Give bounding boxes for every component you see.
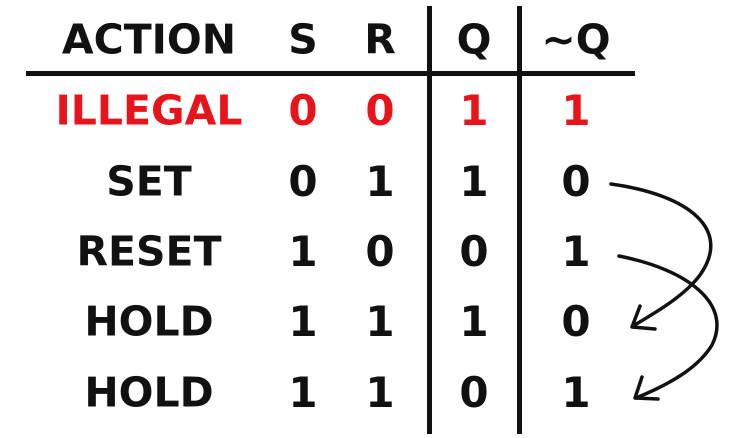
row-illegal-r: 0 xyxy=(365,86,395,135)
row-reset-q: 0 xyxy=(459,227,489,276)
row-reset-r: 0 xyxy=(365,227,395,276)
arrow-reset-to-hold xyxy=(617,254,719,400)
arrow-set-to-hold xyxy=(609,182,713,328)
row-set-q: 1 xyxy=(459,157,489,206)
arrowhead-set-to-hold xyxy=(630,304,657,331)
row-hold-2-r: 1 xyxy=(365,368,395,417)
row-set-action: SET xyxy=(106,157,192,206)
row-hold-1-r: 1 xyxy=(365,297,395,346)
row-set-r: 1 xyxy=(365,157,395,206)
header-s: S xyxy=(288,15,318,64)
row-set-not-q: 0 xyxy=(561,157,591,206)
row-hold-1-s: 1 xyxy=(288,297,318,346)
column-divider-right xyxy=(517,6,522,434)
row-hold-1-not-q: 0 xyxy=(561,297,591,346)
row-illegal-not-q: 1 xyxy=(561,86,591,135)
row-illegal-action: ILLEGAL xyxy=(55,86,243,135)
arrowhead-reset-to-hold xyxy=(633,375,660,401)
header-action: ACTION xyxy=(61,15,237,64)
row-illegal-q: 1 xyxy=(459,86,489,135)
row-set-s: 0 xyxy=(288,157,318,206)
header-not-q: ~Q xyxy=(541,15,611,64)
header-q: Q xyxy=(456,15,492,64)
header-r: R xyxy=(364,15,396,64)
row-hold-2-not-q: 1 xyxy=(561,368,591,417)
row-hold-2-q: 0 xyxy=(459,368,489,417)
column-divider-left xyxy=(427,6,432,434)
row-hold-2-action: HOLD xyxy=(84,368,214,417)
row-hold-1-q: 1 xyxy=(459,297,489,346)
row-hold-2-s: 1 xyxy=(288,368,318,417)
row-illegal-s: 0 xyxy=(288,86,318,135)
header-divider xyxy=(26,71,635,76)
row-reset-s: 1 xyxy=(288,227,318,276)
row-reset-not-q: 1 xyxy=(561,227,591,276)
row-reset-action: RESET xyxy=(76,227,222,276)
row-hold-1-action: HOLD xyxy=(84,297,214,346)
